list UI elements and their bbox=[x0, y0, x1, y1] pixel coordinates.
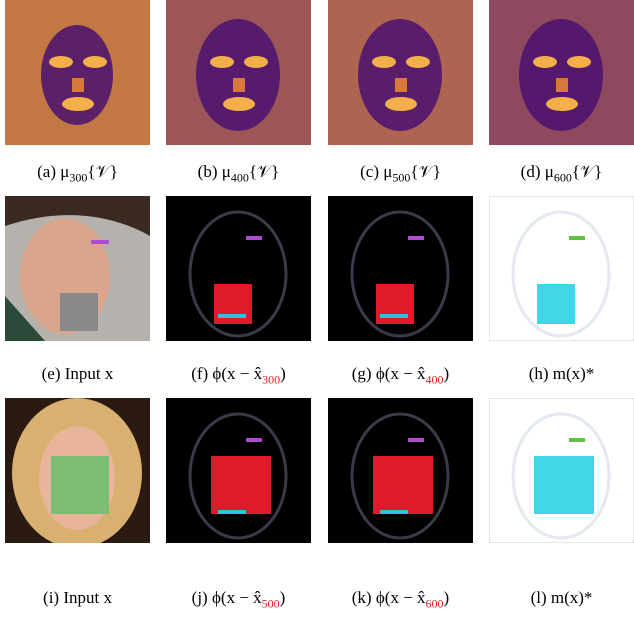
caption-tail: ) bbox=[280, 364, 286, 383]
caption-tail: ) bbox=[443, 588, 450, 607]
caption-main: ϕ(x − x̂ bbox=[211, 588, 262, 607]
panel: (c) μ500{𝒱} bbox=[328, 0, 473, 184]
panel: (j) ϕ(x − x̂500) bbox=[166, 398, 311, 610]
panel-image bbox=[328, 0, 473, 145]
panel-image bbox=[5, 196, 150, 341]
caption-main: m(x)* bbox=[550, 588, 593, 607]
panel-image bbox=[489, 398, 634, 543]
panel: (a) μ300{𝒱} bbox=[5, 0, 150, 184]
caption-label: (j) bbox=[191, 588, 208, 607]
caption: (j) ϕ(x − x̂500) bbox=[146, 588, 331, 611]
caption-main: Input x bbox=[63, 588, 112, 607]
panel-image bbox=[328, 196, 473, 341]
caption: (d) μ600{𝒱} bbox=[469, 162, 634, 185]
caption-label: (f) bbox=[191, 364, 209, 383]
caption: (b) μ400{𝒱} bbox=[146, 162, 331, 185]
panel: (g) ϕ(x − x̂400) bbox=[328, 196, 473, 386]
caption: (f) ϕ(x − x̂300) bbox=[146, 364, 331, 387]
caption-label: (c) bbox=[360, 162, 379, 181]
caption: (k) ϕ(x − x̂600) bbox=[308, 588, 493, 611]
caption-sub: 300 bbox=[262, 372, 281, 387]
caption-main: m(x)* bbox=[552, 364, 595, 383]
panel: (b) μ400{𝒱} bbox=[166, 0, 311, 184]
caption: (e) Input x bbox=[0, 364, 170, 384]
panel-image bbox=[5, 0, 150, 145]
caption-label: (b) bbox=[197, 162, 218, 181]
caption-main: μ bbox=[60, 162, 70, 181]
caption-main: Input x bbox=[64, 364, 114, 383]
panel: (f) ϕ(x − x̂300) bbox=[166, 196, 311, 386]
panel-image bbox=[489, 196, 634, 341]
caption-sub: 500 bbox=[261, 596, 280, 611]
panel: (k) ϕ(x − x̂600) bbox=[328, 398, 473, 610]
caption-tail: {𝒱} bbox=[87, 162, 118, 181]
caption-tail: ) bbox=[279, 588, 286, 607]
caption-main: μ bbox=[383, 162, 393, 181]
caption-tail: {𝒱} bbox=[410, 162, 441, 181]
caption-label: (l) bbox=[530, 588, 547, 607]
panel-image bbox=[166, 0, 311, 145]
caption: (l) m(x)* bbox=[469, 588, 634, 608]
caption-label: (a) bbox=[37, 162, 56, 181]
caption-label: (k) bbox=[351, 588, 372, 607]
caption-label: (i) bbox=[43, 588, 60, 607]
panel-image bbox=[5, 398, 150, 543]
caption-main: ϕ(x − x̂ bbox=[375, 588, 426, 607]
caption-tail: ) bbox=[443, 364, 450, 383]
caption-label: (g) bbox=[351, 364, 372, 383]
caption-sub: 500 bbox=[392, 170, 411, 185]
caption-tail: {𝒱} bbox=[571, 162, 603, 181]
caption-tail: {𝒱} bbox=[248, 162, 280, 181]
panel-image bbox=[166, 398, 311, 543]
caption-label: (d) bbox=[520, 162, 541, 181]
caption-sub: 600 bbox=[425, 596, 444, 611]
panel: (e) Input x bbox=[5, 196, 150, 383]
panel-image bbox=[166, 196, 311, 341]
caption: (a) μ300{𝒱} bbox=[0, 162, 170, 185]
panel: (d) μ600{𝒱} bbox=[489, 0, 634, 184]
caption-main: μ bbox=[221, 162, 231, 181]
caption: (i) Input x bbox=[0, 588, 170, 608]
panel: (l) m(x)* bbox=[489, 398, 634, 607]
panel: (i) Input x bbox=[5, 398, 150, 607]
caption-main: ϕ(x − x̂ bbox=[375, 364, 426, 383]
caption: (h) m(x)* bbox=[469, 364, 634, 384]
caption-main: ϕ(x − x̂ bbox=[212, 364, 263, 383]
caption-label: (e) bbox=[41, 364, 61, 383]
caption: (g) ϕ(x − x̂400) bbox=[308, 364, 493, 387]
panel-image bbox=[328, 398, 473, 543]
caption-sub: 300 bbox=[69, 170, 88, 185]
panel-image bbox=[489, 0, 634, 145]
caption-sub: 600 bbox=[553, 170, 572, 185]
caption-sub: 400 bbox=[230, 170, 249, 185]
caption: (c) μ500{𝒱} bbox=[308, 162, 493, 185]
caption-sub: 400 bbox=[425, 372, 444, 387]
caption-main: μ bbox=[544, 162, 554, 181]
caption-label: (h) bbox=[528, 364, 549, 383]
panel: (h) m(x)* bbox=[489, 196, 634, 383]
